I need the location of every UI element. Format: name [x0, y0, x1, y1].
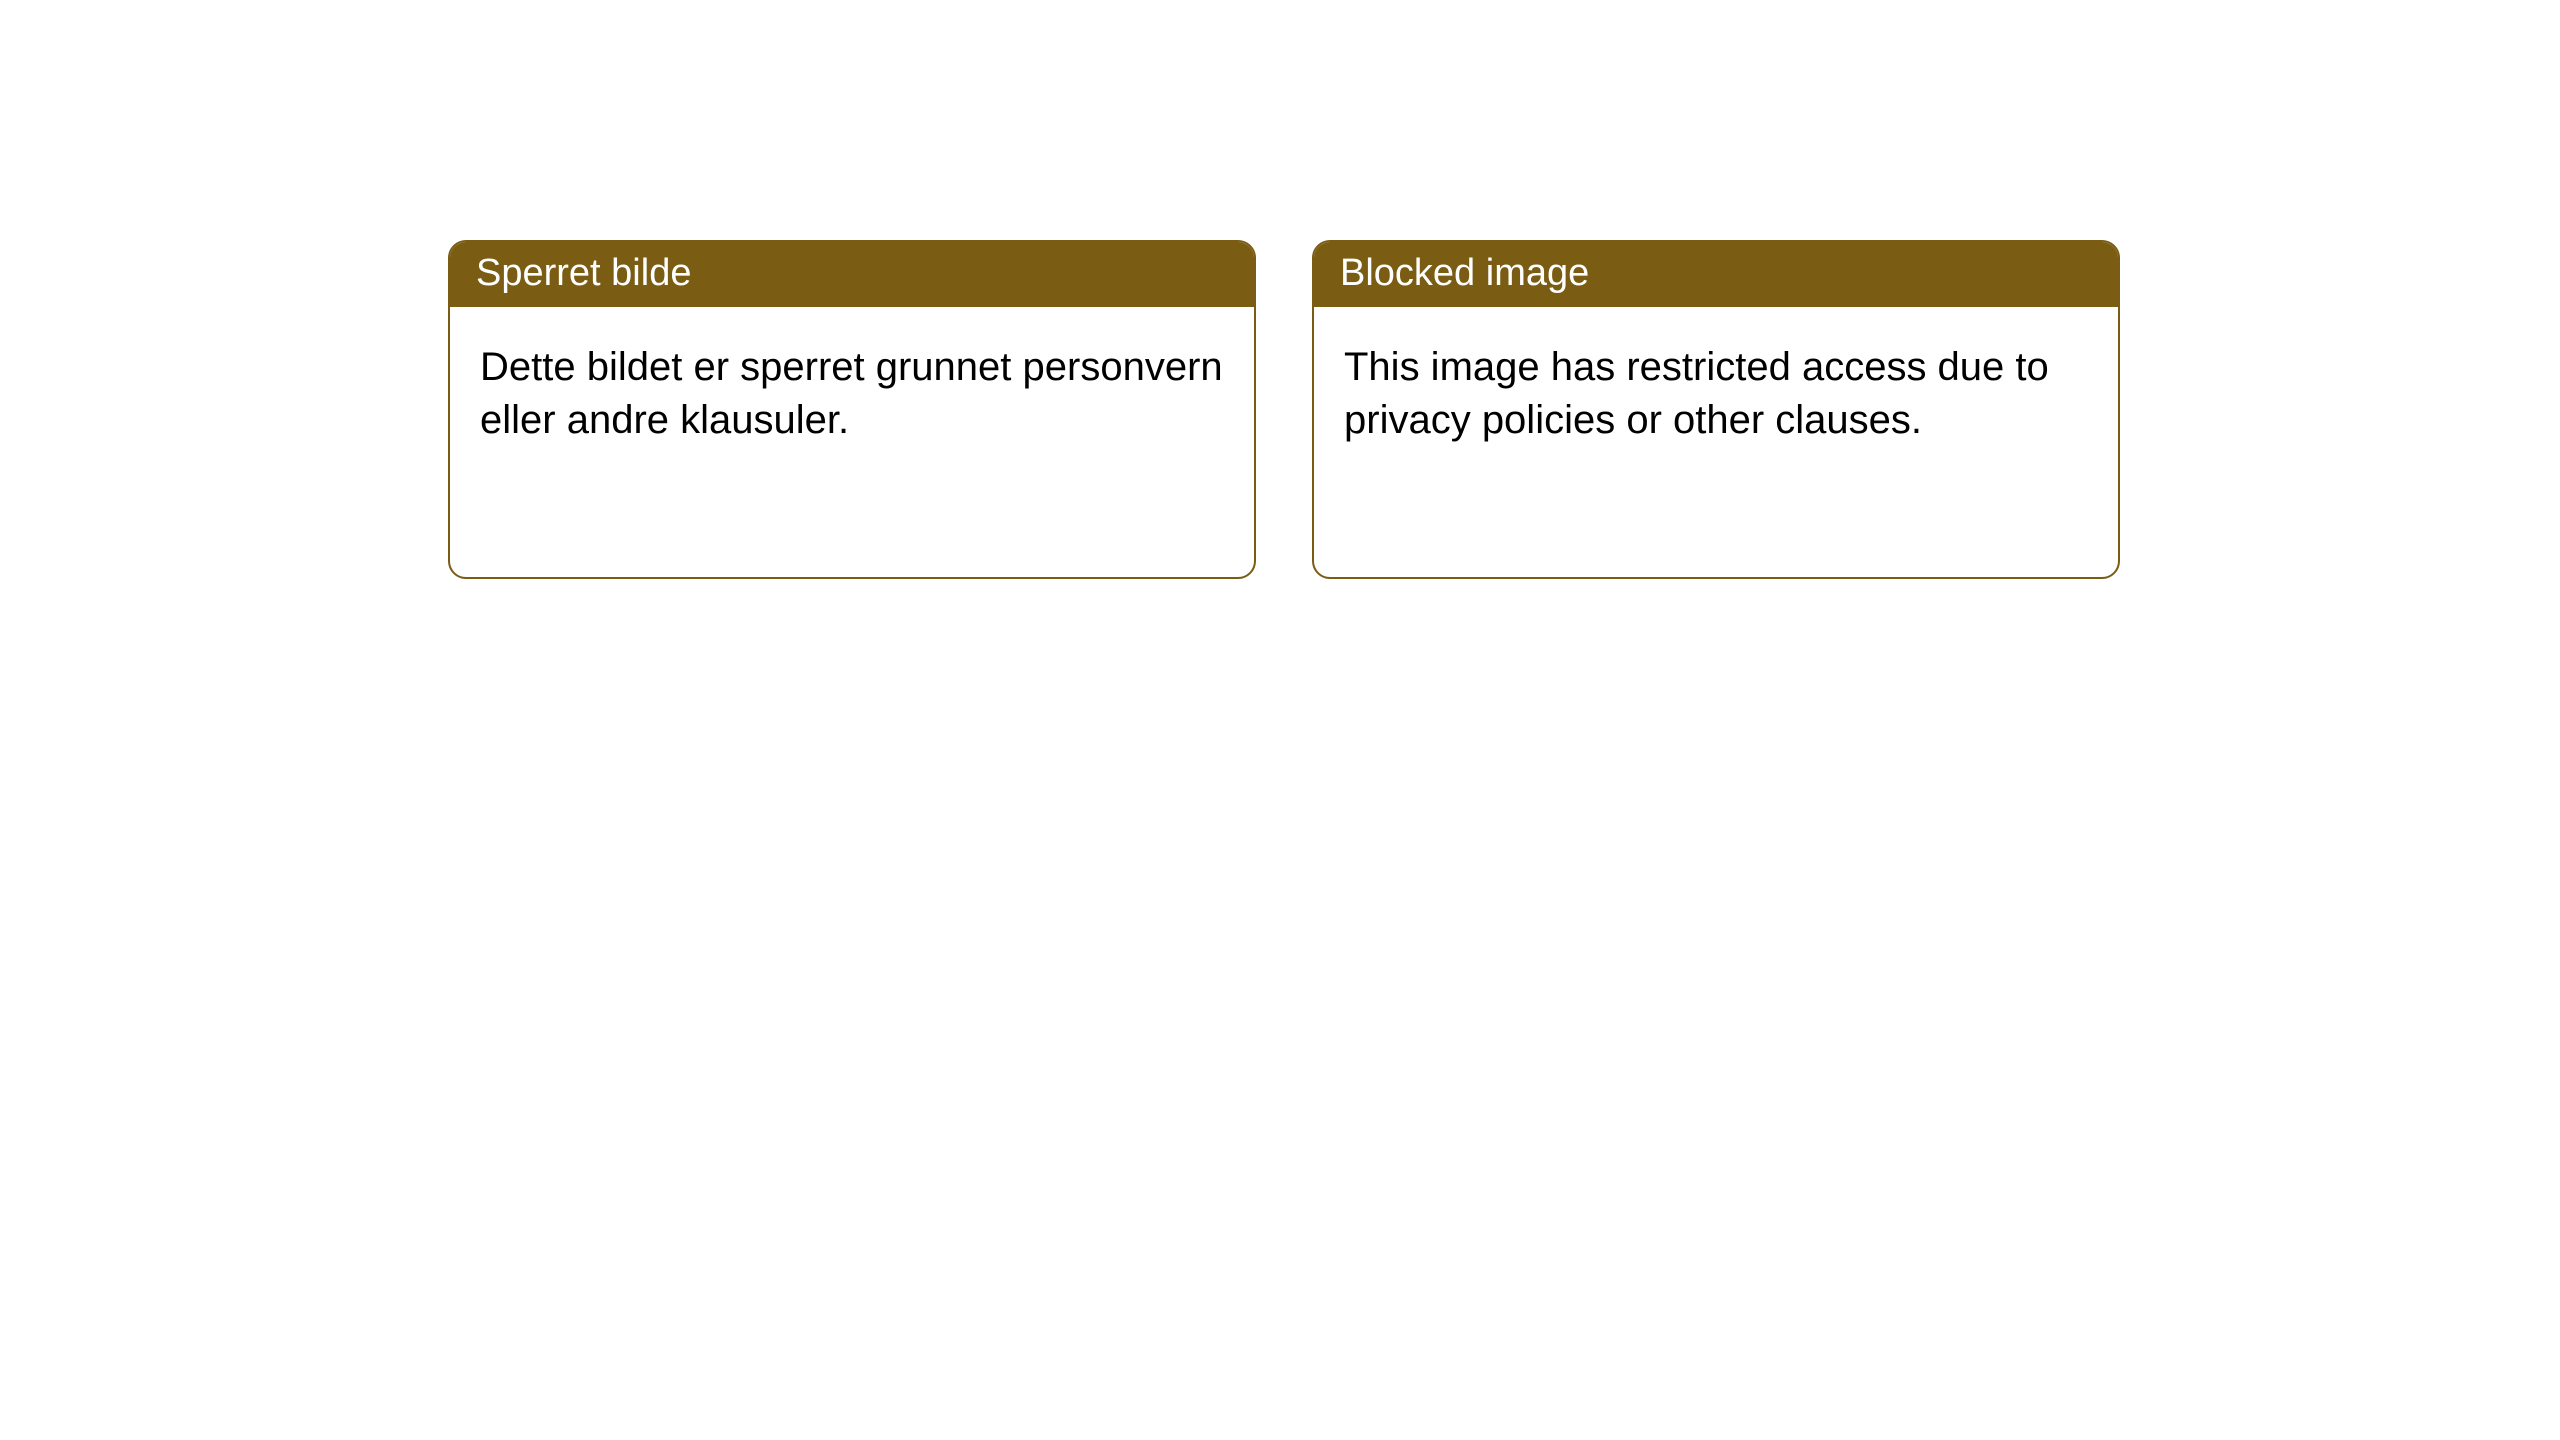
notice-text-english: This image has restricted access due to … — [1344, 345, 2049, 442]
notice-body-norwegian: Dette bildet er sperret grunnet personve… — [450, 307, 1254, 577]
notice-card-english: Blocked image This image has restricted … — [1312, 240, 2120, 579]
notice-card-norwegian: Sperret bilde Dette bildet er sperret gr… — [448, 240, 1256, 579]
notice-container: Sperret bilde Dette bildet er sperret gr… — [0, 0, 2560, 579]
notice-text-norwegian: Dette bildet er sperret grunnet personve… — [480, 345, 1223, 442]
notice-title-english: Blocked image — [1340, 252, 1589, 294]
notice-header-english: Blocked image — [1314, 242, 2118, 307]
notice-title-norwegian: Sperret bilde — [476, 252, 691, 294]
notice-header-norwegian: Sperret bilde — [450, 242, 1254, 307]
notice-body-english: This image has restricted access due to … — [1314, 307, 2118, 577]
